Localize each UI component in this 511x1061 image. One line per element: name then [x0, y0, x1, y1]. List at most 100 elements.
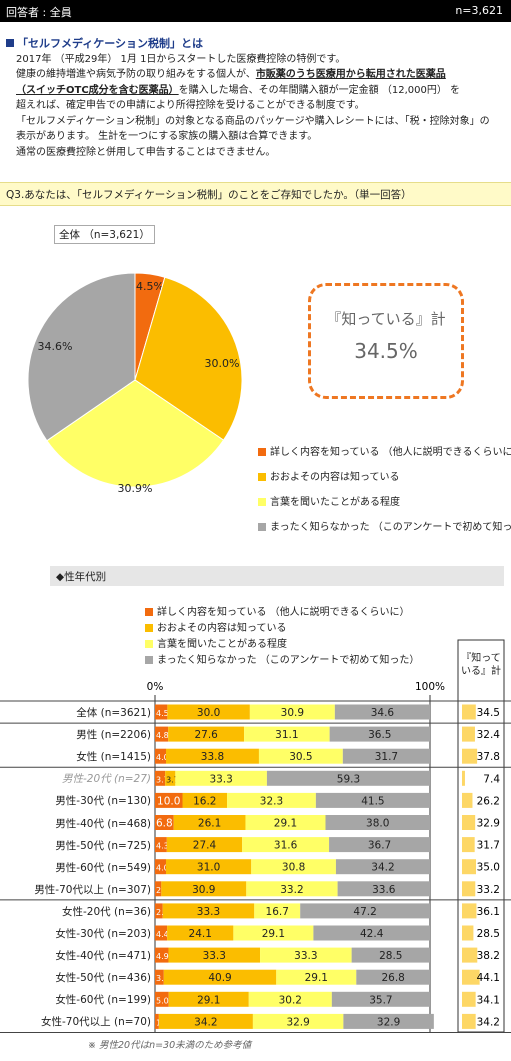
side-total-value: 7.4	[483, 773, 500, 785]
bar-segment	[329, 837, 430, 853]
bar-segment-label: 30.5	[289, 751, 312, 763]
bar-segment-label: 40.9	[208, 972, 231, 984]
definition-line: 表示があります。 生計を一つにする家族の購入額は合算できます。	[16, 131, 318, 142]
row-label: 女性-60代 (n=199)	[55, 994, 151, 1007]
bar-segment-label: 36.5	[368, 729, 391, 741]
bar-segment-label: 24.1	[189, 928, 212, 940]
square-bullet-icon	[6, 39, 14, 47]
bar-segment-label: 33.3	[294, 950, 317, 962]
pie-value-label: 4.5%	[136, 280, 164, 293]
side-total-bar	[462, 947, 478, 963]
legend-swatch	[258, 448, 266, 456]
bar-segment	[155, 837, 167, 853]
side-total-value: 32.9	[477, 818, 500, 830]
bar-segment	[155, 792, 183, 808]
bar-segment	[166, 859, 252, 875]
side-total-value: 28.5	[477, 928, 500, 940]
side-total-bar	[462, 748, 478, 764]
bar-segment	[337, 881, 430, 897]
bar-segment	[155, 991, 169, 1007]
bar-segment	[163, 969, 277, 985]
bar-segment	[246, 881, 338, 897]
side-column-title: 『知って いる』計	[461, 653, 501, 677]
bar-segment-label: 4.0	[156, 753, 169, 762]
bar-segment	[335, 859, 430, 875]
bar-segment-label: 3.7	[166, 775, 179, 784]
bar-segment-label: 30.0	[197, 707, 220, 719]
bar-segment	[329, 726, 430, 742]
side-total-bar	[462, 770, 465, 786]
bar-segment-label: 2.8	[156, 908, 169, 917]
bar-segment	[155, 859, 166, 875]
definition-line: 「セルフメディケーション税制」の対象となる商品のパッケージや購入レシートには、「…	[16, 115, 490, 127]
side-total-value: 34.1	[477, 994, 500, 1006]
bar-segment-label: 29.1	[305, 972, 328, 984]
bar-segment-label: 28.5	[379, 950, 402, 962]
side-total-value: 37.8	[477, 751, 500, 763]
bar-segment-label: 6.8	[156, 818, 173, 830]
definition-line: 2017年 （平成29年） 1月 1日からスタートした医療費控除の特例です。	[16, 53, 346, 65]
pie-legend-item: まったく知らなかった （このアンケートで初めて知った）	[258, 518, 511, 533]
row-label: 全体 (n=3621)	[76, 707, 151, 719]
definition-line: （スイッチOTC成分を含む医薬品）を購入した場合、その年間購入額が一定金額 （1…	[16, 84, 461, 96]
bar-segment-label: 33.6	[372, 884, 396, 896]
legend-swatch	[145, 640, 153, 648]
question-text: Q3.あなたは、「セルフメディケーション税制」のことをご存知でしたか。（単一回答…	[6, 189, 412, 201]
side-total-value: 32.4	[477, 729, 501, 741]
side-total-value: 35.0	[477, 862, 500, 874]
bar-segment	[155, 1013, 159, 1029]
bar-segment	[342, 748, 430, 764]
section-title: ◆性年代別	[50, 566, 504, 586]
pie-value-label: 30.9%	[118, 482, 153, 495]
bar-segment	[254, 903, 301, 919]
bar-legend-item: おおよその内容は知っている	[145, 619, 287, 634]
pie-value-label: 34.6%	[38, 340, 73, 353]
definition-line: 超えれば、確定申告での申請により所得控除を受けることができる制度です。	[16, 100, 365, 111]
side-total-bar	[462, 792, 473, 808]
pie-slice	[46, 379, 225, 488]
respondent-label: 回答者 : 全員	[6, 6, 72, 19]
bar-segment-label: 59.3	[337, 773, 360, 785]
bar-segment	[334, 704, 430, 720]
bar-segment	[168, 991, 249, 1007]
row-label: 女性-50代 (n=436)	[55, 972, 151, 985]
bar-segment	[343, 1013, 434, 1029]
bar-segment-label: 33.2	[280, 884, 303, 896]
side-total-bar	[462, 837, 475, 853]
bar-segment	[251, 859, 336, 875]
bar-segment	[158, 1013, 253, 1029]
definition-line: 健康の維持増進や病気予防の取り組みをする個人が、市販薬のうち医療用から転用された…	[16, 69, 446, 80]
bar-segment	[155, 881, 162, 897]
bar-segment-label: 26.8	[381, 972, 404, 984]
row-label: 男性-20代 (n=27)	[62, 773, 151, 786]
bar-segment	[260, 947, 352, 963]
bar-segment-label: 5.0	[156, 996, 169, 1005]
side-total-value: 34.2	[477, 1016, 500, 1028]
bar-segment	[162, 903, 255, 919]
row-label: 女性-30代 (n=203)	[55, 928, 151, 940]
side-total-bar	[462, 726, 475, 742]
header-bar: 回答者 : 全員 n=3,621	[0, 0, 511, 22]
bar-segment	[266, 770, 430, 786]
bar-segment	[166, 837, 243, 853]
row-label: 女性-20代 (n=36)	[62, 905, 151, 918]
definition-title: 「セルフメディケーション税制」とは	[6, 36, 506, 52]
bar-segment	[155, 947, 169, 963]
bar-segment	[331, 991, 430, 1007]
pie-value-label: 30.0%	[205, 357, 240, 370]
bar-segment	[155, 903, 163, 919]
bar-segment-label: 3.7	[156, 775, 169, 784]
pie-legend-item: 言葉を聞いたことがある程度	[258, 493, 400, 508]
side-total-value: 44.1	[477, 972, 500, 984]
pie-legend-item: おおよその内容は知っている	[258, 468, 400, 483]
bar-legend-item: 言葉を聞いたことがある程度	[145, 635, 287, 650]
side-total-bar	[462, 704, 476, 720]
bar-segment-label: 33.3	[203, 950, 226, 962]
bar-segment	[168, 947, 261, 963]
footnote: ※ 男性20代はn=30未満のため参考値	[88, 1040, 252, 1051]
side-total-bar	[462, 815, 476, 830]
bar-segment	[242, 837, 330, 853]
bar-segment	[315, 792, 430, 808]
bar-segment-label: 4.0	[156, 864, 169, 873]
bar-segment-label: 31.7	[375, 751, 398, 763]
